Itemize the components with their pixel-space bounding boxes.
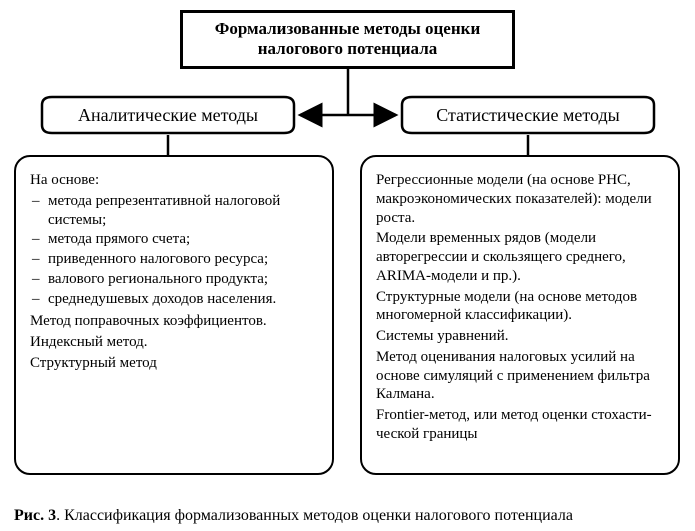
category-statistical: Статистические методы [398,95,658,135]
list-item: валового регионального продукта; [30,270,320,289]
detail-statistical-para: Системы уравнений. [376,327,666,346]
detail-analytical-tail: Структурный метод [30,354,320,373]
list-item: метода прямого счета; [30,230,320,249]
root-title-line2: налогового потенциала [191,39,504,59]
detail-statistical-para: Метод оценивания налоговых усилий на осн… [376,348,666,404]
detail-analytical-tail: Индексный метод. [30,333,320,352]
detail-analytical: На основе: метода репрезентативной налог… [14,155,334,475]
detail-analytical-tail: Метод поправочных коэффици­ентов. [30,312,320,331]
category-statistical-label: Статистические методы [398,95,658,135]
detail-statistical-para: Модели временных рядов (модели авторегре… [376,229,666,285]
detail-analytical-lead: На основе: [30,171,320,190]
root-title-line1: Формализованные методы оценки [191,19,504,39]
root-title-box: Формализованные методы оценки налогового… [180,10,515,69]
list-item: среднедушевых доходов на­селения. [30,290,320,309]
detail-statistical-para: Структурные модели (на основе методов мн… [376,288,666,326]
detail-analytical-list: метода репрезентативной налоговой систем… [30,192,320,309]
figure-caption: Рис. 3. Классификация формализованных ме… [14,507,573,525]
detail-statistical-para: Регрессионные модели (на основе РНС, мак… [376,171,666,227]
figure-caption-text: . Классификация формализованных методов … [56,507,573,524]
figure-caption-prefix: Рис. 3 [14,507,56,524]
category-analytical-label: Аналитические методы [38,95,298,135]
list-item: метода репрезентативной налоговой систем… [30,192,320,230]
list-item: приведенного налогового ресурса; [30,250,320,269]
detail-statistical-para: Frontier-метод, или метод оценки стохаст… [376,406,666,444]
category-analytical: Аналитические методы [38,95,298,135]
detail-statistical: Регрессионные модели (на основе РНС, мак… [360,155,680,475]
